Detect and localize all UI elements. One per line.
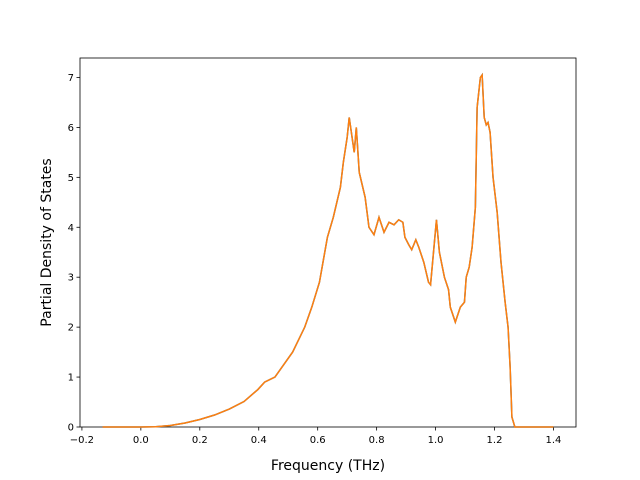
x-tick-label: 0.2 [192, 435, 208, 446]
x-tick-label: −0.2 [70, 435, 94, 446]
y-tick-label: 7 [68, 73, 74, 84]
y-tick-label: 1 [68, 373, 74, 384]
x-tick-label: 1.2 [487, 435, 503, 446]
plot-frame [79, 57, 577, 428]
y-tick-label: 4 [68, 223, 74, 234]
y-tick-label: 5 [68, 173, 74, 184]
data-line [102, 72, 554, 428]
data-line [102, 72, 554, 428]
y-axis-label: Partial Density of States [39, 158, 55, 326]
x-tick-label: 1.4 [546, 435, 562, 446]
x-tick-label: 0.0 [133, 435, 149, 446]
x-axis-label: Frequency (THz) [271, 458, 385, 474]
y-tick-label: 2 [68, 323, 74, 334]
x-tick-label: 0.6 [310, 435, 326, 446]
x-tick-label: 1.0 [428, 435, 444, 446]
x-tick-label: 0.4 [251, 435, 267, 446]
y-tick-label: 0 [68, 423, 74, 434]
y-tick-label: 6 [68, 123, 74, 134]
x-tick-label: 0.8 [369, 435, 385, 446]
y-tick-label: 3 [68, 273, 74, 284]
